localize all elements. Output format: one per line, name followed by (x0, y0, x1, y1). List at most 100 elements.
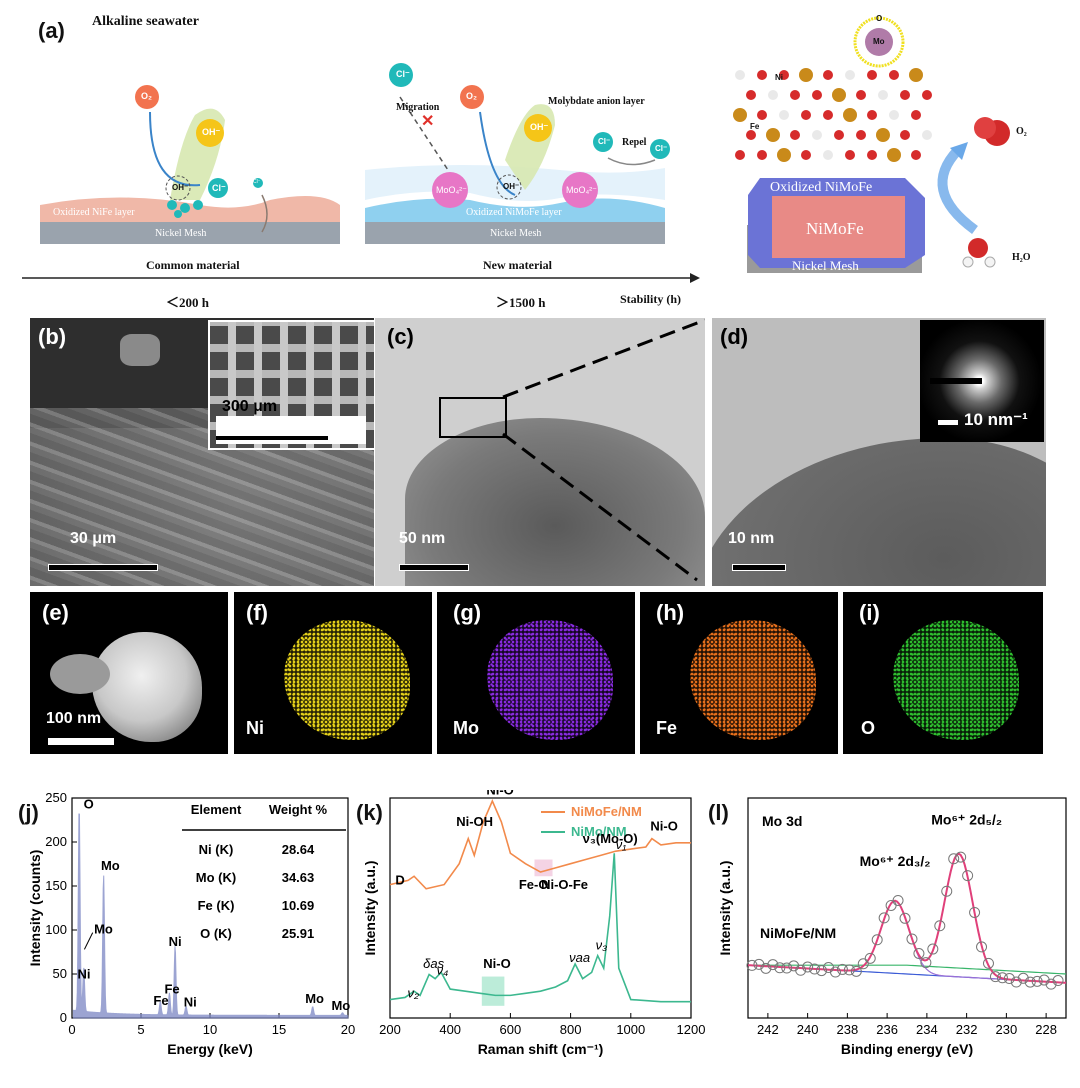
lattice-atom (922, 90, 932, 100)
table-cell: Mo (K) (196, 870, 236, 885)
nickel-mesh-right: Nickel Mesh (792, 258, 859, 273)
panel-b-scale-bar (48, 564, 158, 571)
raman-spectrum-chart: 200 400 600 800 1000 1200 Raman shift (cm⁻¹) In… (362, 790, 705, 1057)
stability-new: ＞1500 h (496, 295, 546, 310)
xps-data-point (795, 964, 807, 976)
lattice-atom (911, 150, 921, 160)
oh-label-mid: OH⁻ (530, 122, 549, 132)
panel-a-label: (a) (38, 18, 65, 43)
peak-label: O (84, 797, 94, 812)
xps-data-point (850, 965, 862, 977)
oxidized-nife-layer: Oxidized NiFe layer (53, 207, 135, 218)
zoom-box (439, 397, 507, 438)
lattice-atom (900, 90, 910, 100)
fe-o-band (534, 859, 553, 877)
lattice-atom (909, 68, 923, 82)
xps-data-point (989, 971, 1001, 983)
raman-annotation: ν₁ (616, 837, 627, 852)
lattice-atom (867, 150, 877, 160)
xps-data-point (927, 943, 939, 955)
xps-data-point (1045, 978, 1057, 990)
lattice-atom (845, 150, 855, 160)
lattice-atom (911, 110, 921, 120)
panel-b-inset: 300 μm (208, 320, 374, 450)
cl-small-left: Cl⁻ (253, 179, 261, 185)
table-cell: 10.69 (282, 898, 315, 913)
nickel-mesh-left: Nickel Mesh (155, 228, 207, 239)
ni-o-band (481, 976, 505, 1006)
lattice-atom (746, 130, 756, 140)
oh-inner-left: OH⁻ (172, 183, 189, 192)
panel-i-element: O (861, 718, 876, 738)
fe-atom-label: Fe (750, 122, 760, 131)
peak-label: Ni (169, 934, 182, 949)
nimofe-core-label: NiMoFe (806, 219, 864, 238)
lattice-atom (834, 130, 844, 140)
plot-frame (747, 797, 1067, 1019)
xps-data-point (774, 962, 786, 974)
panel-e-label: (e) (42, 600, 69, 625)
o2-label-left: O₂ (141, 91, 152, 101)
lattice-atom (856, 90, 866, 100)
lattice-atom (843, 108, 857, 122)
lattice-atom (878, 90, 888, 100)
panel-j-label: (j) (18, 800, 39, 825)
lattice-atom (790, 130, 800, 140)
lattice-atom (889, 110, 899, 120)
x-tick-label: 10 (203, 1022, 217, 1037)
oh-label-left: OH⁻ (202, 127, 221, 137)
lattice-atom (757, 150, 767, 160)
y-tick-label: 200 (45, 834, 67, 849)
x-tick-label: 200 (379, 1022, 401, 1037)
lattice-atom (735, 70, 745, 80)
panel-g-mo-map: (g) Mo (437, 592, 635, 754)
xps-data-point (746, 959, 758, 971)
right-scheme (733, 16, 1010, 273)
table-header: Weight % (269, 802, 328, 817)
oxidized-nimofe-label: Oxidized NiMoFe (770, 180, 873, 195)
panel-c-label: (c) (387, 324, 414, 349)
raman-annotation: Ni-O-Fe (541, 877, 588, 892)
molybdate-layer-label: Molybdate anion layer (548, 96, 645, 107)
new-material: New material (483, 258, 552, 272)
lattice-atom (779, 110, 789, 120)
xps-data-point (864, 952, 876, 964)
lattice-atom (867, 110, 877, 120)
lattice-atom (779, 70, 789, 80)
x-axis-label: Binding energy (eV) (841, 1041, 973, 1057)
xps-data-point (976, 941, 988, 953)
raman-annotation: Ni-O (486, 790, 513, 798)
panel-b-inset-scale-bar (216, 436, 328, 440)
table-cell: Fe (K) (198, 898, 235, 913)
panel-d-hrtem-image: (d) 10 nm⁻¹ 10 nm (712, 318, 1046, 586)
lattice-atom (889, 70, 899, 80)
xps-data-point (941, 885, 953, 897)
x-tick-label: 1000 (616, 1022, 645, 1037)
x-tick-label: 0 (68, 1022, 75, 1037)
panel-f-element: Ni (246, 718, 264, 738)
xps-data-point (899, 912, 911, 924)
moo4-right: MoO₄²⁻ (566, 185, 597, 195)
table-cell: 25.91 (282, 926, 315, 941)
x-tick-label: 600 (500, 1022, 522, 1037)
lattice-atom (922, 130, 932, 140)
panel-d-saed-inset: 10 nm⁻¹ (920, 320, 1044, 442)
lattice-atom (887, 148, 901, 162)
common-material: Common material (146, 258, 240, 272)
xps-data-point (788, 960, 800, 972)
lattice-atom (757, 110, 767, 120)
repel-label: Repel (622, 137, 647, 148)
panel-b-inset-scale-text: 300 μm (222, 398, 278, 415)
x-tick-label: 240 (797, 1022, 819, 1037)
raman-annotation: Ni-OH (456, 814, 493, 829)
xps-data-point (906, 933, 918, 945)
peak-label: Mo (94, 922, 113, 937)
table-header: Element (191, 802, 242, 817)
table-cell: O (K) (200, 926, 232, 941)
y-axis-label: Intensity (counts) (27, 850, 43, 967)
x-tick-label: 238 (837, 1022, 859, 1037)
xps-data-point (948, 853, 960, 865)
x-tick-label: 232 (956, 1022, 978, 1037)
panel-i-o-map: (i) O (843, 592, 1043, 754)
x-tick-label: 228 (1035, 1022, 1057, 1037)
